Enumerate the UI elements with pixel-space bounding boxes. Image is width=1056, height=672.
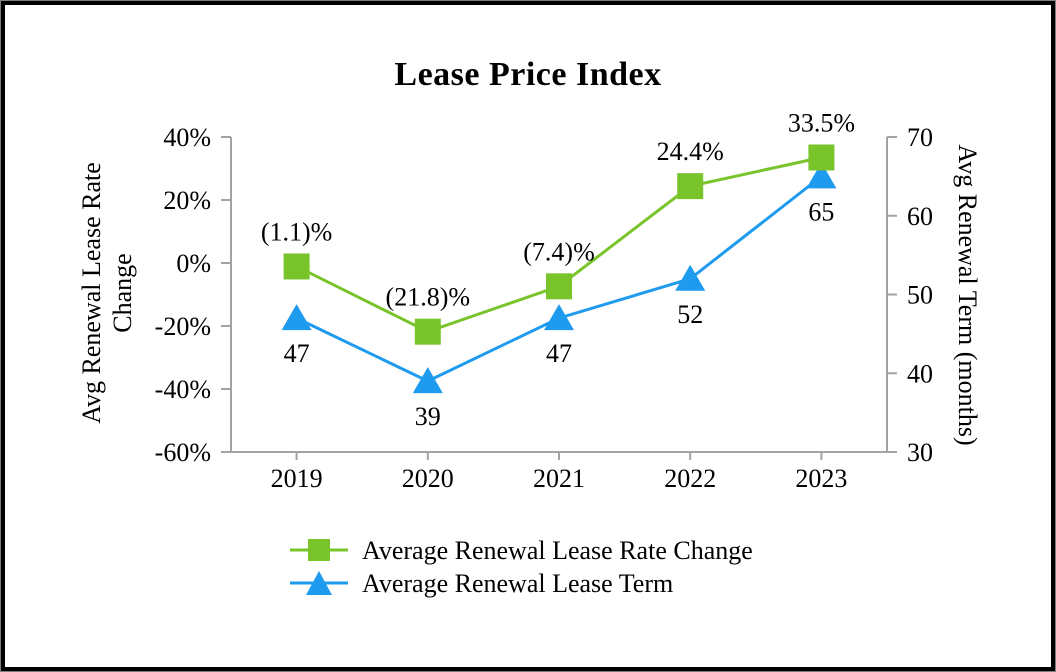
legend: Average Renewal Lease Rate Change Average…	[290, 534, 753, 600]
data-point-triangle	[281, 304, 312, 331]
legend-triangle-marker-icon	[290, 571, 348, 595]
right-axis-tick-label: 70	[907, 123, 933, 152]
left-axis-tick-label: -40%	[155, 375, 211, 404]
data-point-label: (7.4)%	[523, 237, 594, 266]
x-axis-tick-label: 2022	[664, 464, 716, 493]
data-point-label: 52	[677, 300, 703, 329]
right-axis-tick-label: 40	[907, 359, 933, 388]
data-point-label: 39	[415, 402, 441, 431]
legend-item-1: Average Renewal Lease Term	[290, 567, 753, 600]
data-point-square	[283, 253, 310, 280]
data-point-label: (21.8)%	[386, 283, 470, 312]
legend-square-marker-icon	[290, 539, 348, 561]
data-point-square	[677, 173, 704, 200]
right-axis-tick-label: 50	[907, 281, 933, 310]
left-axis-tick-label: -60%	[155, 438, 211, 467]
data-point-label: 24.4%	[657, 137, 724, 166]
legend-label: Average Renewal Lease Rate Change	[362, 535, 753, 565]
data-point-square	[546, 273, 572, 300]
data-point-triangle	[806, 162, 837, 189]
right-axis-tick-label: 60	[907, 202, 933, 231]
x-axis-tick-label: 2023	[795, 464, 847, 493]
data-point-square	[808, 144, 835, 171]
data-point-label: (1.1)%	[261, 217, 332, 246]
data-point-label: 65	[808, 197, 834, 226]
legend-item-0: Average Renewal Lease Rate Change	[290, 534, 753, 567]
x-axis-tick-label: 2021	[533, 464, 585, 493]
data-point-label: 33.5%	[788, 108, 855, 137]
data-point-label: 47	[284, 339, 310, 368]
x-axis-tick-label: 2020	[402, 464, 454, 493]
right-axis-tick-label: 30	[907, 438, 933, 467]
data-point-square	[414, 318, 441, 345]
left-axis-tick-label: 20%	[163, 186, 211, 215]
legend-label: Average Renewal Lease Term	[362, 568, 674, 598]
left-axis-tick-label: -20%	[155, 312, 211, 341]
left-axis-tick-label: 0%	[176, 249, 211, 278]
data-point-label: 47	[546, 339, 572, 368]
x-axis-tick-label: 2019	[271, 464, 323, 493]
data-point-triangle	[544, 304, 574, 331]
left-axis-tick-label: 40%	[163, 123, 211, 152]
data-point-triangle	[412, 367, 443, 394]
chart-title: Lease Price Index	[394, 56, 662, 93]
data-point-triangle	[675, 264, 706, 291]
